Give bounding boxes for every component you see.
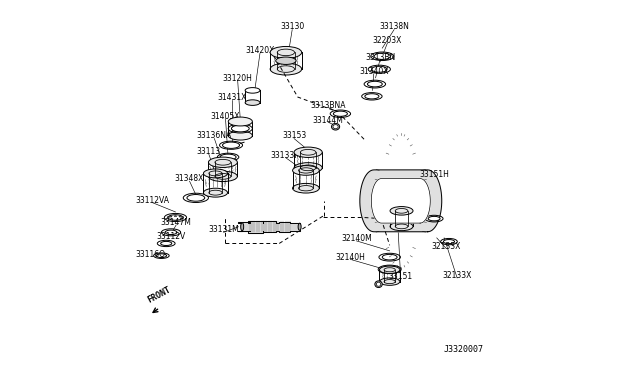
Text: 33151H: 33151H <box>419 170 449 179</box>
Text: FRONT: FRONT <box>146 285 172 305</box>
Ellipse shape <box>182 217 184 218</box>
Ellipse shape <box>179 216 181 217</box>
Ellipse shape <box>390 206 413 215</box>
Text: 33144M: 33144M <box>313 116 344 125</box>
Polygon shape <box>371 179 430 223</box>
Text: 33138N: 33138N <box>379 22 409 31</box>
Ellipse shape <box>241 223 244 231</box>
Ellipse shape <box>428 217 440 221</box>
Text: 33147M: 33147M <box>161 218 191 227</box>
Text: 32140H: 32140H <box>335 253 365 262</box>
Ellipse shape <box>371 66 387 72</box>
Ellipse shape <box>220 154 236 160</box>
Polygon shape <box>360 170 442 232</box>
Ellipse shape <box>390 222 413 231</box>
Text: 33136NA: 33136NA <box>196 131 232 141</box>
Text: 33153: 33153 <box>282 131 306 141</box>
Ellipse shape <box>187 195 205 201</box>
Ellipse shape <box>444 240 454 244</box>
Text: 33120H: 33120H <box>223 74 253 83</box>
Ellipse shape <box>333 125 338 129</box>
Text: 33131M: 33131M <box>208 225 239 234</box>
Ellipse shape <box>209 157 237 167</box>
Text: J3320007: J3320007 <box>443 344 483 353</box>
Ellipse shape <box>270 63 301 75</box>
Ellipse shape <box>382 254 397 260</box>
Ellipse shape <box>156 254 166 257</box>
Text: 33116Q: 33116Q <box>135 250 165 259</box>
Ellipse shape <box>375 281 382 288</box>
Ellipse shape <box>167 217 170 218</box>
Text: 31420X: 31420X <box>245 46 275 55</box>
Ellipse shape <box>332 124 340 130</box>
Text: 31431X: 31431X <box>217 93 246 102</box>
Text: 3313BNA: 3313BNA <box>310 101 346 110</box>
Ellipse shape <box>367 81 382 87</box>
Text: 32133X: 32133X <box>442 271 472 280</box>
Text: 3313BN: 3313BN <box>365 52 395 61</box>
Ellipse shape <box>365 94 379 99</box>
Ellipse shape <box>232 125 249 132</box>
Ellipse shape <box>174 216 177 217</box>
Text: 32140M: 32140M <box>341 234 372 243</box>
Ellipse shape <box>276 57 296 64</box>
Ellipse shape <box>380 278 400 285</box>
Ellipse shape <box>381 266 398 273</box>
Ellipse shape <box>170 216 172 217</box>
Ellipse shape <box>333 111 348 116</box>
Text: 33112VA: 33112VA <box>136 196 170 205</box>
Ellipse shape <box>294 147 322 157</box>
Ellipse shape <box>292 183 319 193</box>
Ellipse shape <box>270 46 301 58</box>
Ellipse shape <box>228 131 252 140</box>
Ellipse shape <box>380 266 400 273</box>
Text: 33133M: 33133M <box>271 151 301 160</box>
Ellipse shape <box>223 142 239 148</box>
Text: 31340X: 31340X <box>359 67 388 76</box>
Ellipse shape <box>292 166 319 175</box>
Text: 33112V: 33112V <box>156 232 186 241</box>
Text: 32133X: 32133X <box>431 241 461 250</box>
Text: 33130: 33130 <box>280 22 305 31</box>
Ellipse shape <box>204 188 228 197</box>
Text: 33151: 33151 <box>388 272 413 281</box>
Text: 32203X: 32203X <box>372 36 402 45</box>
Text: 31348X: 31348X <box>175 174 204 183</box>
Ellipse shape <box>228 117 252 126</box>
Ellipse shape <box>245 100 260 105</box>
Ellipse shape <box>209 171 237 182</box>
Ellipse shape <box>298 223 301 230</box>
Text: 31405X: 31405X <box>211 112 240 121</box>
Ellipse shape <box>245 87 260 93</box>
Ellipse shape <box>374 53 390 60</box>
Ellipse shape <box>204 169 228 178</box>
Ellipse shape <box>376 282 381 286</box>
Ellipse shape <box>294 163 322 173</box>
Ellipse shape <box>161 241 172 246</box>
Ellipse shape <box>168 215 183 220</box>
Ellipse shape <box>165 230 177 235</box>
Text: 33113: 33113 <box>196 147 221 156</box>
